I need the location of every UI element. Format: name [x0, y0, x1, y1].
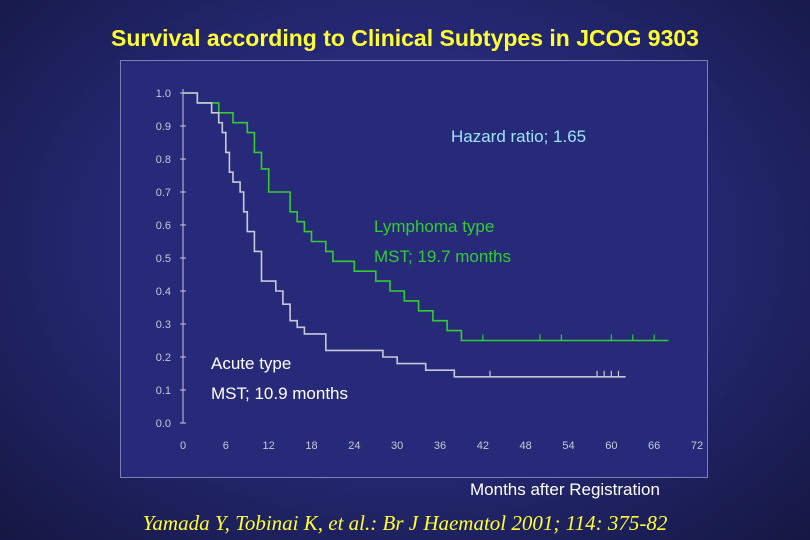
- y-tick-label: 0.3: [156, 319, 171, 331]
- hazard-ratio-annotation: Hazard ratio; 1.65: [451, 127, 586, 146]
- y-tick-label: 0.5: [156, 253, 171, 265]
- citation: Yamada Y, Tobinai K, et al.: Br J Haemat…: [142, 511, 668, 535]
- plot-panel: [120, 60, 708, 478]
- y-tick-label: 0.8: [156, 154, 171, 166]
- x-tick-label: 12: [263, 440, 275, 452]
- y-tick-label: 0.6: [156, 220, 171, 232]
- y-tick-label: 0.7: [156, 187, 171, 199]
- y-tick-label: 0.1: [156, 385, 171, 397]
- x-tick-label: 30: [391, 440, 403, 452]
- x-tick-label: 66: [648, 440, 660, 452]
- y-tick-label: 1.0: [156, 88, 171, 100]
- x-tick-label: 18: [305, 440, 317, 452]
- lymphoma-type-label: Lymphoma type: [374, 217, 494, 236]
- x-tick-label: 60: [605, 440, 617, 452]
- x-tick-label: 48: [520, 440, 532, 452]
- x-tick-label: 54: [562, 440, 574, 452]
- lymphoma-survival-curve: [183, 92, 669, 342]
- x-tick-label: 24: [348, 440, 360, 452]
- y-tick-label: 0.0: [156, 418, 171, 430]
- x-tick-label: 42: [477, 440, 489, 452]
- acute-type-label: Acute type: [211, 354, 291, 373]
- lymphoma-mst-label: MST; 19.7 months: [374, 247, 511, 266]
- axes: 0.0 0.1 0.2 0.3 0.4 0.5 0.6 0.7 0.8 0.9 1.0 0 6 12 18 2…: [156, 88, 703, 452]
- x-axis-title: Months after Registration: [470, 480, 660, 499]
- x-tick-label: 6: [223, 440, 229, 452]
- x-tick-label: 0: [180, 440, 186, 452]
- acute-mst-label: MST; 10.9 months: [211, 384, 348, 403]
- slide-title: Survival according to Clinical Subtypes …: [111, 25, 699, 51]
- x-tick-label: 36: [434, 440, 446, 452]
- acute-survival-curve: [183, 92, 626, 378]
- x-tick-label: 72: [691, 440, 703, 452]
- y-tick-label: 0.4: [156, 286, 171, 298]
- series-layer: [183, 92, 669, 378]
- y-tick-label: 0.2: [156, 352, 171, 364]
- y-tick-label: 0.9: [156, 121, 171, 133]
